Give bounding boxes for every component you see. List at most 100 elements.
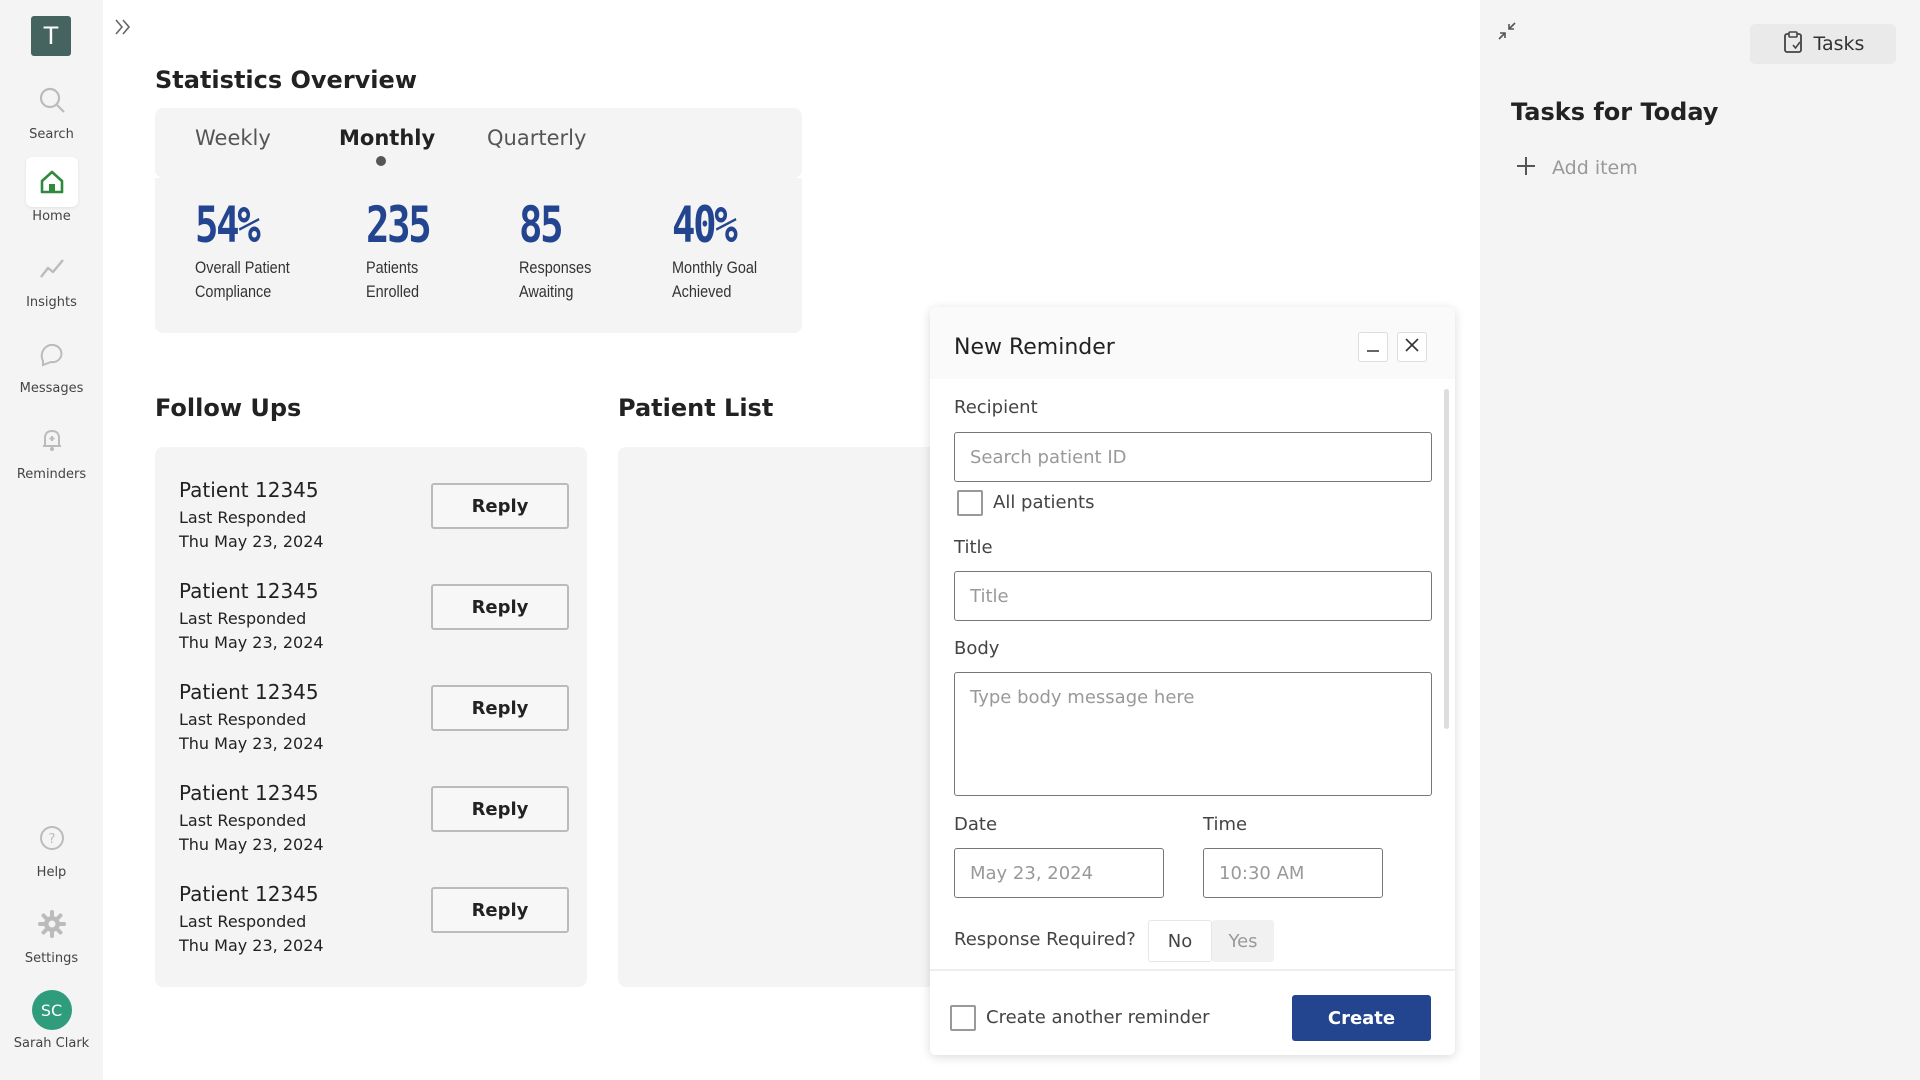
reply-button[interactable]: Reply	[431, 685, 569, 731]
patient-name: Patient 12345	[179, 882, 319, 906]
new-reminder-dialog: New Reminder Recipient All patients Titl…	[930, 307, 1455, 1055]
sidebar-item-label: Insights	[26, 295, 77, 310]
bell-icon	[26, 415, 78, 465]
stat-value: 54%	[195, 196, 261, 254]
title-input[interactable]	[954, 571, 1432, 621]
title-label: Title	[954, 537, 993, 558]
sidebar-item-label: Home	[32, 209, 71, 224]
collapse-panel-icon[interactable]	[1496, 20, 1518, 46]
stat-awaiting: 85 Responses Awaiting	[519, 194, 609, 304]
stat-enrolled: 235 Patients Enrolled	[366, 194, 447, 304]
body-textarea[interactable]	[954, 672, 1432, 796]
sidebar-item-label: Messages	[19, 381, 84, 396]
all-patients-checkbox[interactable]	[957, 490, 983, 516]
stat-label: Patients Enrolled	[366, 258, 420, 301]
add-item-button[interactable]: Add item	[1516, 156, 1638, 180]
active-tab-indicator	[376, 156, 386, 166]
plus-icon	[1516, 156, 1536, 180]
create-button[interactable]: Create	[1292, 995, 1431, 1041]
tab-quarterly[interactable]: Quarterly	[487, 126, 587, 150]
reply-button[interactable]: Reply	[431, 483, 569, 529]
list-item: Patient 12345 Last Responded Thu May 23,…	[179, 680, 569, 770]
sidebar-item-messages[interactable]: Messages	[0, 329, 103, 396]
create-another-checkbox[interactable]	[950, 1005, 976, 1031]
time-input[interactable]	[1203, 848, 1383, 898]
sidebar-user[interactable]: SC Sarah Clark	[0, 990, 103, 1051]
list-item: Patient 12345 Last Responded Thu May 23,…	[179, 478, 569, 568]
stat-value: 85	[519, 196, 564, 254]
sidebar-item-reminders[interactable]: Reminders	[0, 415, 103, 482]
avatar: SC	[31, 990, 72, 1030]
body-label: Body	[954, 638, 1000, 659]
expand-sidebar-icon[interactable]	[112, 16, 134, 42]
patient-name: Patient 12345	[179, 579, 319, 603]
stats-card: 54% Overall Patient Compliance 235 Patie…	[155, 178, 802, 333]
reply-button[interactable]: Reply	[431, 584, 569, 630]
patient-date: Thu May 23, 2024	[179, 633, 324, 652]
list-item: Patient 12345 Last Responded Thu May 23,…	[179, 781, 569, 871]
tasks-title: Tasks for Today	[1511, 98, 1719, 126]
sidebar-item-insights[interactable]: Insights	[0, 243, 103, 310]
response-yes-option[interactable]: Yes	[1212, 920, 1274, 962]
patient-name: Patient 12345	[179, 680, 319, 704]
help-icon: ?	[26, 813, 78, 863]
list-item: Patient 12345 Last Responded Thu May 23,…	[179, 882, 569, 972]
stat-label: Monthly Goal Achieved	[672, 258, 758, 301]
patient-status: Last Responded	[179, 609, 307, 628]
tasks-panel: Tasks for Today Add item	[1480, 0, 1920, 1080]
sidebar: T Search Home Insights Messages	[0, 0, 103, 1080]
tasks-button[interactable]: Tasks	[1750, 24, 1896, 64]
recipient-label: Recipient	[954, 397, 1038, 418]
minimize-icon	[1365, 337, 1381, 357]
patient-status: Last Responded	[179, 508, 307, 527]
date-input[interactable]	[954, 848, 1164, 898]
home-icon	[25, 157, 78, 207]
insights-icon	[26, 243, 78, 293]
date-label: Date	[954, 814, 998, 835]
sidebar-item-label: Help	[36, 865, 67, 880]
app-logo[interactable]: T	[31, 16, 71, 56]
response-no-option[interactable]: No	[1148, 920, 1212, 962]
add-item-label: Add item	[1552, 157, 1638, 179]
close-icon	[1404, 337, 1420, 357]
patient-status: Last Responded	[179, 912, 307, 931]
list-item: Patient 12345 Last Responded Thu May 23,…	[179, 579, 569, 669]
stat-compliance: 54% Overall Patient Compliance	[195, 194, 315, 304]
stat-label: Overall Patient Compliance	[195, 258, 290, 301]
close-button[interactable]	[1397, 332, 1427, 362]
sidebar-item-label: Settings	[24, 951, 79, 966]
sidebar-item-settings[interactable]: Settings	[0, 899, 103, 966]
sidebar-item-home[interactable]: Home	[0, 157, 103, 224]
patient-status: Last Responded	[179, 811, 307, 830]
sidebar-item-search[interactable]: Search	[0, 75, 103, 142]
sidebar-item-help[interactable]: ? Help	[0, 813, 103, 880]
followups-title: Follow Ups	[155, 394, 302, 422]
create-another-label: Create another reminder	[986, 1007, 1210, 1028]
gear-icon	[26, 899, 78, 949]
messages-icon	[26, 329, 78, 379]
stat-value: 40%	[672, 196, 738, 254]
recipient-search-input[interactable]	[954, 432, 1432, 482]
patient-date: Thu May 23, 2024	[179, 734, 324, 753]
minimize-button[interactable]	[1358, 332, 1388, 362]
stat-label: Responses Awaiting	[519, 258, 592, 301]
tab-monthly[interactable]: Monthly	[339, 126, 436, 150]
stat-value: 235	[366, 196, 432, 254]
clipboard-icon	[1782, 30, 1804, 59]
tab-weekly[interactable]: Weekly	[195, 126, 271, 150]
stats-tabs: Weekly Monthly Quarterly	[155, 108, 802, 178]
patient-status: Last Responded	[179, 710, 307, 729]
stats-title: Statistics Overview	[155, 66, 417, 94]
followups-panel: Patient 12345 Last Responded Thu May 23,…	[155, 447, 587, 987]
patient-date: Thu May 23, 2024	[179, 835, 324, 854]
svg-text:?: ?	[48, 832, 55, 847]
patient-name: Patient 12345	[179, 478, 319, 502]
reply-button[interactable]: Reply	[431, 786, 569, 832]
stat-goal: 40% Monthly Goal Achieved	[672, 194, 784, 304]
reply-button[interactable]: Reply	[431, 887, 569, 933]
sidebar-item-label: Search	[29, 127, 74, 142]
dialog-scrollbar[interactable]	[1444, 389, 1449, 729]
patient-list-panel	[618, 447, 938, 987]
dialog-header: New Reminder	[930, 307, 1455, 379]
